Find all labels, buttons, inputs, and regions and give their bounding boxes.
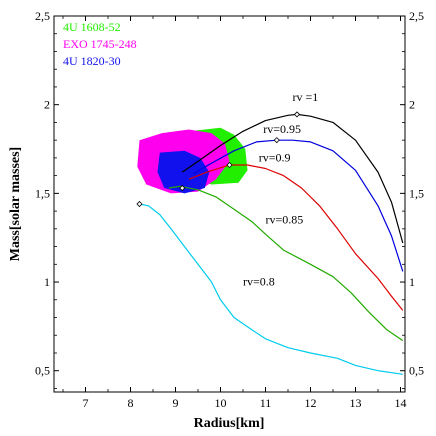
marker-group — [136, 111, 301, 208]
x-tick-label-4: 11 — [260, 396, 272, 410]
x-tick-label-0: 7 — [83, 396, 89, 410]
x-tick-label-2: 9 — [173, 396, 179, 410]
y-tick-label-right-0: 0,5 — [409, 364, 424, 378]
legend: 4U 1608-52 EXO 1745-248 4U 1820-30 — [63, 20, 137, 68]
diamond-marker-3 — [273, 137, 280, 144]
y-axis-ticks: 0,5 0,5 1 1 1,5 1,5 2 2 2,5 2,5 — [35, 9, 424, 389]
y-tick-label-left-2: 1,5 — [35, 186, 50, 200]
x-axis-ticks: 7 8 9 10 11 12 13 14 — [62, 16, 407, 410]
curve-label-3: rv=0.85 — [266, 213, 304, 227]
y-tick-label-left-4: 2,5 — [35, 9, 50, 23]
region-2 — [157, 150, 210, 194]
curve-annotations: rv =1 rv=0.95 rv=0.9 rv=0.85 rv=0.8 — [243, 90, 318, 288]
y-tick-label-right-2: 1,5 — [409, 186, 424, 200]
curve-3 — [168, 185, 404, 342]
x-tick-label-5: 12 — [305, 396, 317, 410]
source-regions — [137, 127, 248, 194]
x-tick-label-1: 8 — [128, 396, 134, 410]
curve-label-4: rv=0.8 — [243, 275, 275, 289]
y-tick-label-left-0: 0,5 — [35, 364, 50, 378]
diamond-marker-4 — [293, 111, 301, 118]
x-tick-label-7: 14 — [395, 396, 407, 410]
curve-label-1: rv=0.95 — [263, 122, 301, 136]
curve-label-0: rv =1 — [293, 90, 319, 104]
diamond-marker-2 — [226, 161, 233, 169]
y-tick-label-right-1: 1 — [409, 275, 415, 289]
x-tick-label-6: 13 — [350, 396, 362, 410]
diamond-marker-1 — [179, 184, 186, 192]
plot-frame — [53, 15, 406, 393]
curve-4 — [139, 203, 403, 375]
x-tick-label-3: 10 — [215, 396, 227, 410]
legend-entry-2: 4U 1820-30 — [63, 54, 121, 68]
legend-entry-0: 4U 1608-52 — [63, 20, 121, 34]
y-axis-title: Mass[solar masses] — [8, 147, 23, 261]
curve-1 — [193, 139, 404, 272]
y-tick-label-left-1: 1 — [44, 275, 50, 289]
x-axis-title: Radius[km] — [194, 416, 265, 431]
legend-entry-1: EXO 1745-248 — [63, 37, 137, 51]
y-tick-label-right-4: 2,5 — [409, 9, 424, 23]
y-tick-label-left-3: 2 — [44, 98, 50, 112]
curve-label-2: rv=0.9 — [259, 150, 291, 164]
diamond-marker-0 — [136, 200, 143, 208]
y-tick-label-right-3: 2 — [409, 98, 415, 112]
curve-2 — [188, 164, 404, 311]
